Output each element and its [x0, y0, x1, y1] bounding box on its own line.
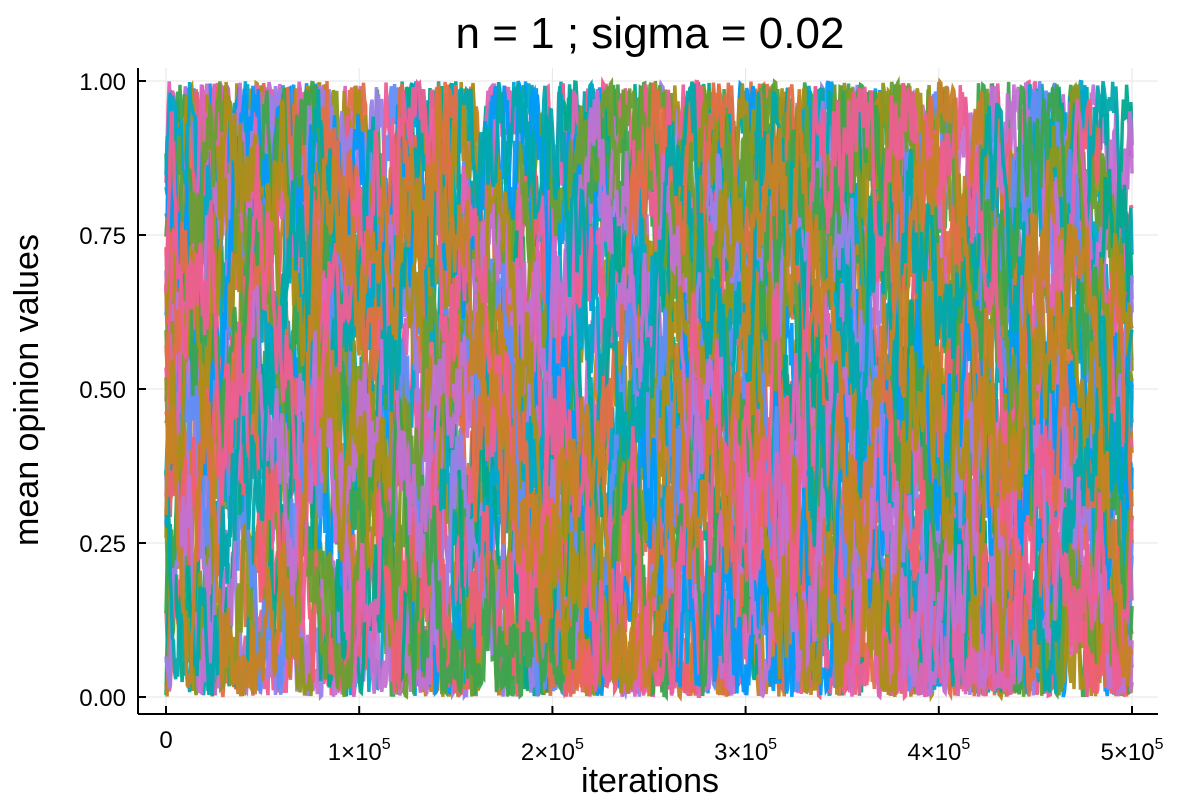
x-axis-label: iterations: [581, 762, 719, 800]
plot-series: [164, 75, 1134, 703]
x-tick-label: 5×105: [1101, 736, 1164, 766]
x-tick-label: 2×105: [521, 736, 584, 766]
y-tick-label: 1.00: [79, 69, 126, 96]
axes: [137, 68, 1158, 715]
series-line: [164, 80, 1134, 697]
tick-labels: 0 1×105 2×105 3×105 4×105 5×105 0.00 0.25 0.50 0.…: [79, 69, 1163, 766]
y-tick-label: 0.25: [79, 531, 126, 558]
x-tick-label: 4×105: [907, 736, 970, 766]
y-tick-label: 0.50: [79, 377, 126, 404]
y-tick-label: 0.75: [79, 223, 126, 250]
x-tick-label: 0: [159, 727, 172, 754]
x-tick-label: 3×105: [714, 736, 777, 766]
series-line: [164, 78, 1134, 696]
series-line: [164, 77, 1134, 697]
chart-title: n = 1 ; sigma = 0.02: [456, 9, 845, 58]
y-tick-label: 0.00: [79, 685, 126, 712]
x-tick-label: 1×105: [328, 736, 391, 766]
y-axis-label: mean opinion values: [8, 234, 46, 546]
